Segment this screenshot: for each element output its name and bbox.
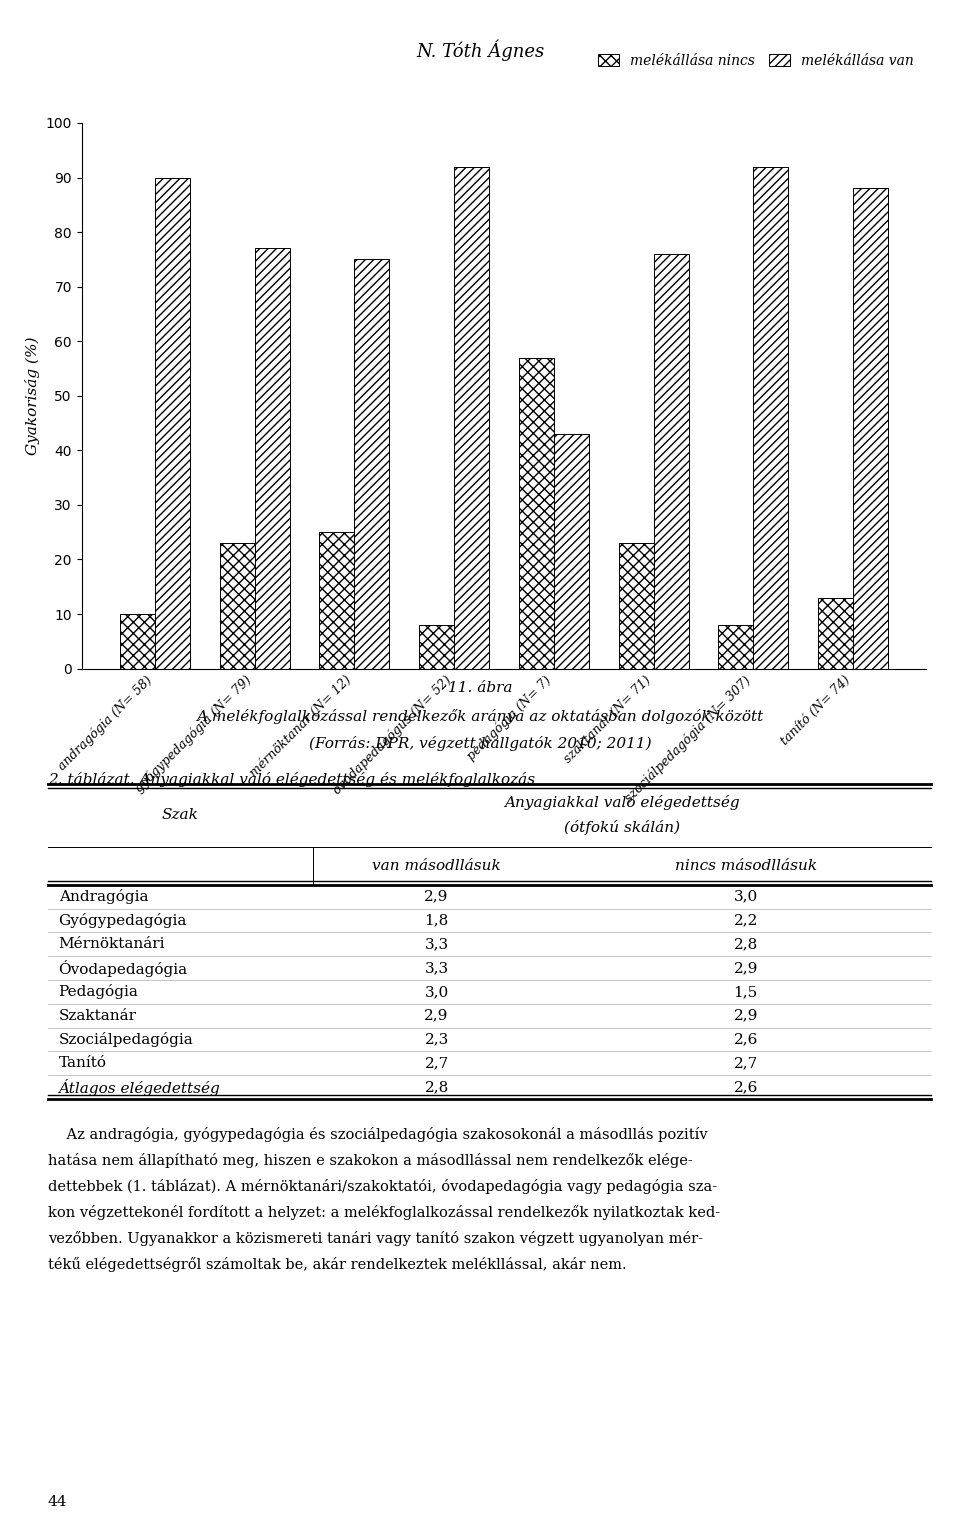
Bar <box>754 166 788 669</box>
Text: 2,7: 2,7 <box>733 1056 757 1070</box>
Bar <box>718 626 754 669</box>
Text: 2,9: 2,9 <box>424 890 448 904</box>
Text: 2. táblázat. Anyagiakkal való elégedettség és melékfoglalkozás: 2. táblázat. Anyagiakkal való elégedetts… <box>48 772 535 787</box>
Text: 3,0: 3,0 <box>424 985 448 999</box>
Text: Mérnöktanári: Mérnöktanári <box>59 938 165 951</box>
Text: 1,5: 1,5 <box>733 985 757 999</box>
Text: 2,9: 2,9 <box>733 1008 757 1022</box>
Bar <box>454 166 489 669</box>
Text: Szociálpedagógia: Szociálpedagógia <box>59 1031 193 1047</box>
Bar <box>120 613 155 669</box>
Bar <box>554 433 588 669</box>
Text: tékű elégedettségről számoltak be, akár rendelkeztek melékllással, akár nem.: tékű elégedettségről számoltak be, akár … <box>48 1257 627 1273</box>
Text: Szak: Szak <box>162 808 199 822</box>
Text: hatása nem állapítható meg, hiszen e szakokon a másodllással nem rendelkezők elé: hatása nem állapítható meg, hiszen e sza… <box>48 1153 693 1168</box>
Text: Tanító: Tanító <box>59 1056 107 1070</box>
Text: N. Tóth Ágnes: N. Tóth Ágnes <box>416 40 544 61</box>
Text: 44: 44 <box>48 1496 67 1509</box>
Text: 3,3: 3,3 <box>424 961 448 974</box>
Bar <box>354 260 390 669</box>
Text: Gyógypedagógia: Gyógypedagógia <box>59 913 187 928</box>
Text: 2,6: 2,6 <box>733 1033 757 1047</box>
Text: 2,6: 2,6 <box>733 1081 757 1094</box>
Text: 1,8: 1,8 <box>424 913 448 927</box>
Text: Anyagiakkal való elégedettség: Anyagiakkal való elégedettség <box>504 795 740 810</box>
Text: 2,9: 2,9 <box>424 1008 448 1022</box>
Text: Átlagos elégedettség: Átlagos elégedettség <box>59 1079 221 1096</box>
Text: 11. ábra: 11. ábra <box>447 681 513 695</box>
Bar <box>254 249 290 669</box>
Text: (Forrás: DPR, végzett hallgatók 2010; 2011): (Forrás: DPR, végzett hallgatók 2010; 20… <box>309 736 651 752</box>
Text: vezőbben. Ugyanakkor a közismereti tanári vagy tanító szakon végzett ugyanolyan : vezőbben. Ugyanakkor a közismereti tanár… <box>48 1231 703 1247</box>
Bar <box>519 358 554 669</box>
Bar <box>220 543 254 669</box>
Text: 2,3: 2,3 <box>424 1033 448 1047</box>
Y-axis label: Gyakoriság (%): Gyakoriság (%) <box>25 337 40 455</box>
Text: 2,2: 2,2 <box>733 913 757 927</box>
Text: 2,7: 2,7 <box>424 1056 448 1070</box>
Bar <box>618 543 654 669</box>
Text: Pedagógia: Pedagógia <box>59 984 138 999</box>
Text: 2,8: 2,8 <box>733 938 757 951</box>
Text: Szaktanár: Szaktanár <box>59 1008 136 1022</box>
Text: Az andragógia, gyógypedagógia és szociálpedagógia szakosokonál a másodllás pozit: Az andragógia, gyógypedagógia és szociál… <box>48 1127 708 1142</box>
Text: dettebbek (1. táblázat). A mérnöktanári/szakoktatói, óvodapedagógia vagy pedagóg: dettebbek (1. táblázat). A mérnöktanári/… <box>48 1179 717 1194</box>
Text: 3,0: 3,0 <box>733 890 757 904</box>
Text: A melékfoglalkozással rendelkezők aránya az oktatásban dolgozók között: A melékfoglalkozással rendelkezők aránya… <box>197 709 763 724</box>
Text: van másodllásuk: van másodllásuk <box>372 859 501 873</box>
Bar <box>654 254 688 669</box>
Text: 2,8: 2,8 <box>424 1081 448 1094</box>
Text: nincs másodllásuk: nincs másodllásuk <box>675 859 817 873</box>
Bar <box>155 177 190 669</box>
Bar <box>853 189 888 669</box>
Text: Óvodapedagógia: Óvodapedagógia <box>59 959 188 976</box>
Bar <box>818 598 853 669</box>
Text: 3,3: 3,3 <box>424 938 448 951</box>
Bar <box>420 626 454 669</box>
Bar <box>320 532 354 669</box>
Legend: melékállása nincs, melékállása van: melékállása nincs, melékállása van <box>593 48 920 74</box>
Text: Andragógia: Andragógia <box>59 888 148 904</box>
Text: kon végzettekonél fordított a helyzet: a melékfoglalkozással rendelkezők nyilatk: kon végzettekonél fordított a helyzet: a… <box>48 1205 720 1220</box>
Text: (ótfokú skálán): (ótfokú skálán) <box>564 821 680 836</box>
Text: 2,9: 2,9 <box>733 961 757 974</box>
